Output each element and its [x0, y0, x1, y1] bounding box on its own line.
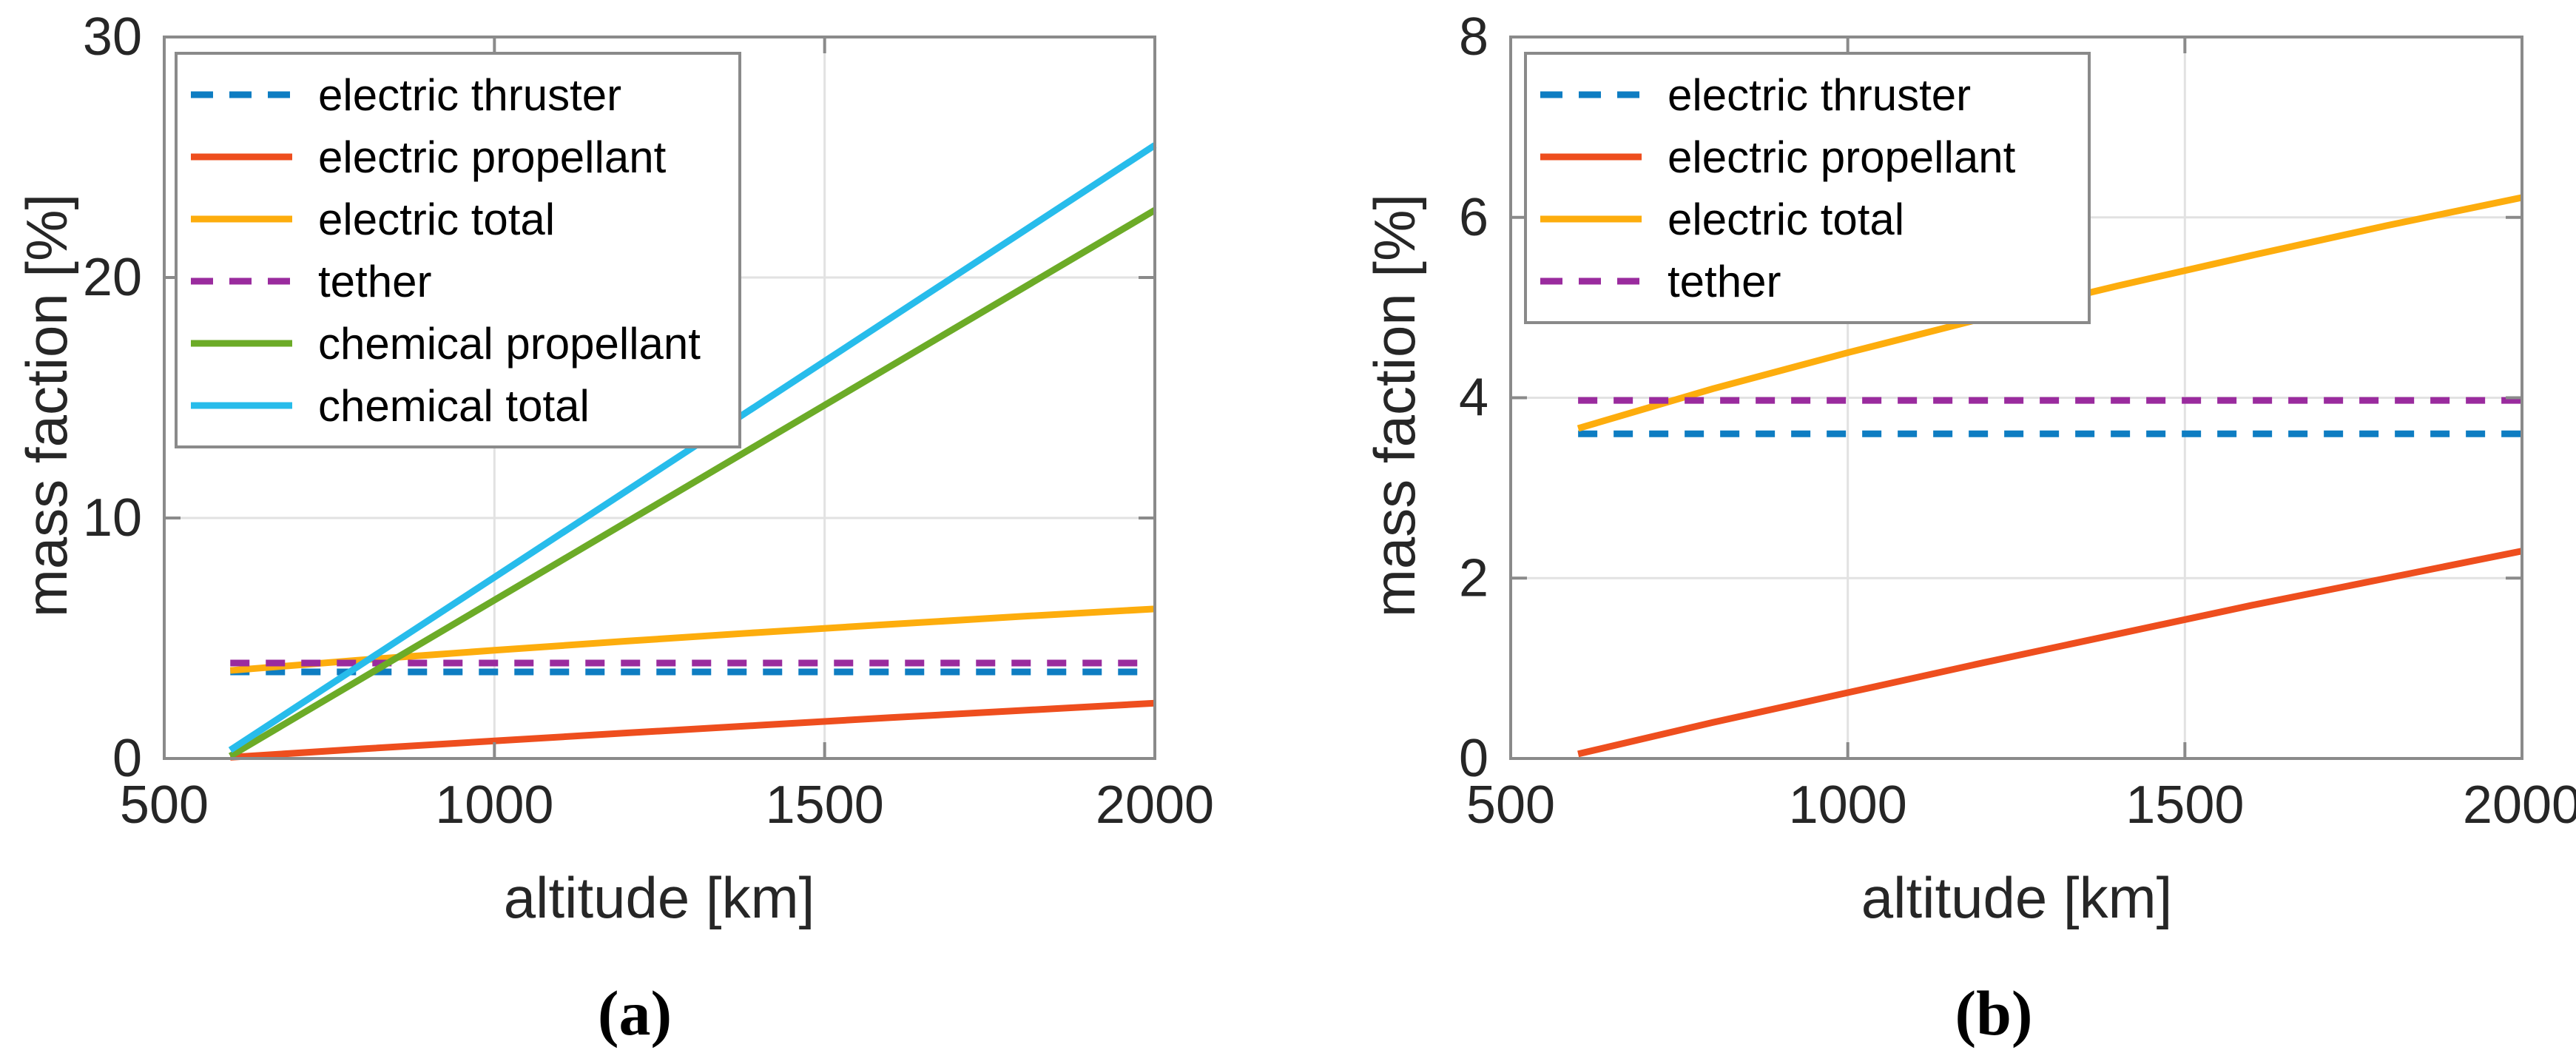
- y-tick-label: 6: [1459, 188, 1488, 247]
- legend-label: electric propellant: [1668, 132, 2016, 182]
- legend-item: electric propellant: [1540, 132, 2016, 182]
- x-tick-label: 500: [1466, 776, 1555, 835]
- y-tick-label: 0: [1459, 729, 1488, 788]
- series-line-electric-total: [229, 605, 1156, 674]
- legend-item: chemical total: [191, 381, 590, 431]
- legend-item: tether: [191, 257, 431, 306]
- legend-label: tether: [318, 257, 431, 306]
- legend-label: electric total: [318, 195, 555, 244]
- legend-item: electric thruster: [1540, 70, 1971, 120]
- caption-a: (a): [598, 978, 672, 1049]
- legend-item: chemical propellant: [191, 319, 701, 369]
- legend-border: [175, 52, 741, 448]
- legend-label: chemical propellant: [318, 319, 701, 369]
- series-line-electric-propellant: [1577, 548, 2523, 758]
- x-tick-label: 2000: [1096, 776, 1214, 835]
- x-tick-label: 1500: [2125, 776, 2244, 835]
- legend-label: tether: [1668, 257, 1781, 306]
- legend-label: chemical total: [318, 381, 590, 431]
- x-tick-label: 500: [120, 776, 209, 835]
- legend: electric thruster electric propellant elec…: [175, 52, 741, 448]
- caption-b: (b): [1955, 978, 2032, 1049]
- legend-border: [1524, 52, 2091, 324]
- x-tick-label: 2000: [2463, 776, 2576, 835]
- x-axis-label: altitude [km]: [1861, 865, 2173, 930]
- x-tick-label: 1000: [1789, 776, 1907, 835]
- legend-label: electric propellant: [318, 132, 667, 182]
- series-line-electric-propellant: [229, 699, 1156, 761]
- y-axis-label: mass faction [%]: [1362, 194, 1427, 617]
- legend-label: electric total: [1668, 195, 1904, 244]
- legend-label: electric thruster: [1668, 70, 1971, 120]
- y-tick-label: 20: [83, 248, 142, 307]
- y-tick-label: 8: [1459, 7, 1488, 67]
- y-tick-label: 2: [1459, 548, 1488, 608]
- y-tick-label: 4: [1459, 369, 1488, 428]
- legend-item: electric propellant: [191, 132, 667, 182]
- y-tick-label: 0: [112, 729, 142, 788]
- y-tick-label: 10: [83, 488, 142, 548]
- x-axis-label: altitude [km]: [504, 865, 815, 930]
- legend: electric thruster electric propellant elec…: [1524, 52, 2091, 324]
- plot-box: [163, 36, 1156, 760]
- y-axis-label: mass faction [%]: [14, 194, 79, 617]
- x-tick-label: 1500: [766, 776, 884, 835]
- y-tick-label: 30: [83, 7, 142, 67]
- legend-item: electric thruster: [191, 70, 621, 120]
- x-tick-label: 1000: [435, 776, 553, 835]
- legend-label: electric thruster: [318, 70, 621, 120]
- legend-item: electric total: [191, 195, 555, 244]
- legend-item: tether: [1540, 257, 1781, 306]
- legend-item: electric total: [1540, 195, 1904, 244]
- series-line-chemical-propellant: [228, 207, 1157, 759]
